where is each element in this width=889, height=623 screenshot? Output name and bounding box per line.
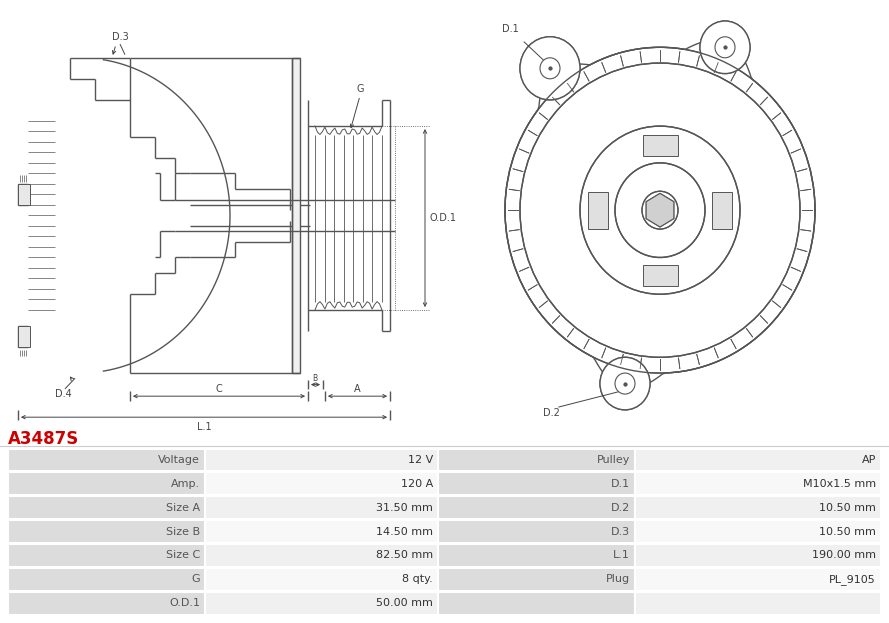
- Bar: [438, 520, 635, 543]
- Text: 10.50 mm: 10.50 mm: [819, 526, 876, 536]
- Bar: [18, 184, 30, 205]
- Circle shape: [505, 47, 815, 373]
- Circle shape: [715, 37, 735, 58]
- Bar: [438, 568, 635, 591]
- Circle shape: [540, 58, 560, 79]
- Text: 120 A: 120 A: [401, 478, 433, 488]
- Circle shape: [642, 191, 678, 229]
- Text: Size C: Size C: [165, 551, 200, 561]
- Bar: [8, 568, 205, 591]
- Bar: [8, 472, 205, 495]
- Circle shape: [600, 357, 650, 410]
- Text: O.D.1: O.D.1: [169, 598, 200, 608]
- Text: D.1: D.1: [611, 478, 630, 488]
- Text: AP: AP: [861, 455, 876, 465]
- Bar: [635, 520, 881, 543]
- Bar: [18, 326, 30, 347]
- Circle shape: [520, 63, 800, 357]
- Text: Amp.: Amp.: [171, 478, 200, 488]
- Circle shape: [700, 21, 750, 74]
- Polygon shape: [588, 192, 608, 229]
- Text: 14.50 mm: 14.50 mm: [376, 526, 433, 536]
- Bar: [438, 472, 635, 495]
- Bar: [438, 497, 635, 519]
- Text: Pulley: Pulley: [597, 455, 630, 465]
- Bar: [8, 545, 205, 567]
- Text: L.1: L.1: [196, 422, 212, 432]
- Circle shape: [520, 37, 580, 100]
- Bar: [635, 545, 881, 567]
- Text: L.1: L.1: [613, 551, 630, 561]
- Text: A: A: [354, 384, 360, 394]
- Bar: [205, 520, 438, 543]
- Circle shape: [615, 163, 705, 257]
- Bar: [635, 497, 881, 519]
- Text: O.D.1: O.D.1: [430, 213, 457, 223]
- Bar: [205, 449, 438, 471]
- Text: 31.50 mm: 31.50 mm: [376, 503, 433, 513]
- Circle shape: [580, 126, 740, 294]
- Text: D.3: D.3: [112, 32, 129, 42]
- Bar: [205, 472, 438, 495]
- Text: 82.50 mm: 82.50 mm: [376, 551, 433, 561]
- Bar: [438, 545, 635, 567]
- Text: Size B: Size B: [166, 526, 200, 536]
- Text: 10.50 mm: 10.50 mm: [819, 503, 876, 513]
- Bar: [635, 592, 881, 614]
- Polygon shape: [712, 192, 732, 229]
- Circle shape: [715, 37, 735, 58]
- Text: D.1: D.1: [502, 24, 519, 34]
- Bar: [438, 449, 635, 471]
- Bar: [8, 497, 205, 519]
- Text: G: G: [356, 84, 364, 94]
- Bar: [205, 568, 438, 591]
- Bar: [205, 545, 438, 567]
- Bar: [438, 592, 635, 614]
- Polygon shape: [646, 193, 674, 227]
- Bar: [8, 520, 205, 543]
- Text: A3487S: A3487S: [8, 430, 79, 447]
- Circle shape: [540, 58, 560, 79]
- Bar: [635, 472, 881, 495]
- Bar: [8, 449, 205, 471]
- Text: D.2: D.2: [543, 408, 560, 418]
- Text: Plug: Plug: [606, 574, 630, 584]
- Circle shape: [700, 21, 750, 74]
- Text: 12 V: 12 V: [408, 455, 433, 465]
- Text: D.4: D.4: [55, 389, 72, 399]
- Text: C: C: [216, 384, 222, 394]
- Text: M10x1.5 mm: M10x1.5 mm: [803, 478, 876, 488]
- Polygon shape: [643, 135, 677, 156]
- Text: Size A: Size A: [166, 503, 200, 513]
- Bar: [205, 592, 438, 614]
- Bar: [205, 497, 438, 519]
- Circle shape: [520, 37, 580, 100]
- Text: D.3: D.3: [611, 526, 630, 536]
- Text: PL_9105: PL_9105: [829, 574, 876, 585]
- Bar: [635, 568, 881, 591]
- Polygon shape: [643, 265, 677, 286]
- Polygon shape: [505, 39, 815, 390]
- Text: 190.00 mm: 190.00 mm: [812, 551, 876, 561]
- Bar: [8, 592, 205, 614]
- Text: Voltage: Voltage: [158, 455, 200, 465]
- Circle shape: [600, 357, 650, 410]
- Bar: [292, 58, 300, 373]
- Polygon shape: [646, 193, 674, 227]
- Bar: [635, 449, 881, 471]
- Circle shape: [615, 373, 635, 394]
- Circle shape: [615, 373, 635, 394]
- Text: G: G: [191, 574, 200, 584]
- Text: D.2: D.2: [611, 503, 630, 513]
- Text: 50.00 mm: 50.00 mm: [376, 598, 433, 608]
- Text: B: B: [312, 374, 317, 383]
- Text: 8 qty.: 8 qty.: [402, 574, 433, 584]
